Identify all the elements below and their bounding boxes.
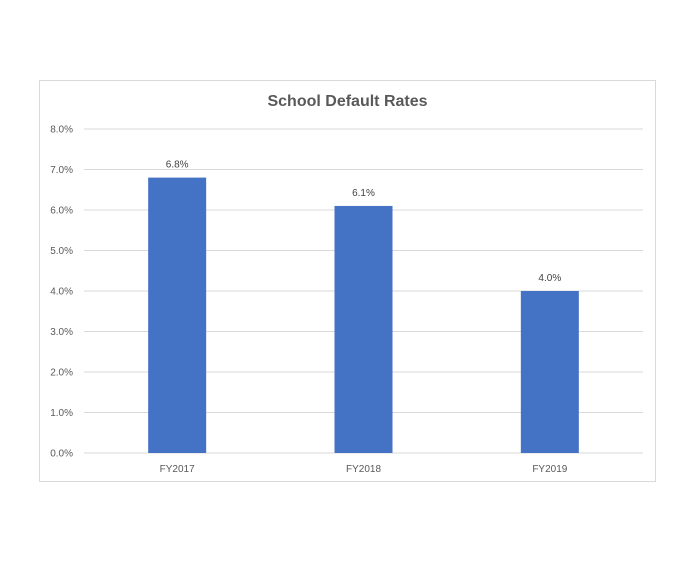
bar-fy2018 (334, 205, 393, 453)
y-tick-label: 3.0% (50, 327, 73, 338)
x-tick-label: FY2018 (346, 464, 381, 475)
bar-fy2017 (148, 177, 207, 453)
x-tick-label: FY2019 (532, 464, 567, 475)
x-tick-label: FY2017 (160, 464, 195, 475)
data-label: 6.8% (166, 160, 189, 171)
y-tick-label: 0.0% (50, 449, 73, 460)
bar-fy2019 (520, 291, 579, 453)
y-tick-label: 6.0% (50, 206, 73, 217)
data-label: 4.0% (538, 273, 561, 284)
y-tick-label: 7.0% (50, 165, 73, 176)
chart-title: School Default Rates (267, 93, 428, 110)
y-tick-label: 4.0% (50, 287, 73, 298)
chart-area: School Default Rates 0.0% 1.0% 2.0% 3.0% 4.0… (39, 80, 656, 482)
y-tick-label: 5.0% (50, 246, 73, 257)
y-tick-label: 8.0% (50, 125, 73, 136)
data-label: 6.1% (352, 188, 375, 199)
y-tick-label: 2.0% (50, 368, 73, 379)
y-tick-label: 1.0% (50, 408, 73, 419)
chart-plot: 0.0% 1.0% 2.0% 3.0% 4.0% 5.0% 6.0% 7.0% 8.0% 6.8%… (50, 125, 643, 475)
